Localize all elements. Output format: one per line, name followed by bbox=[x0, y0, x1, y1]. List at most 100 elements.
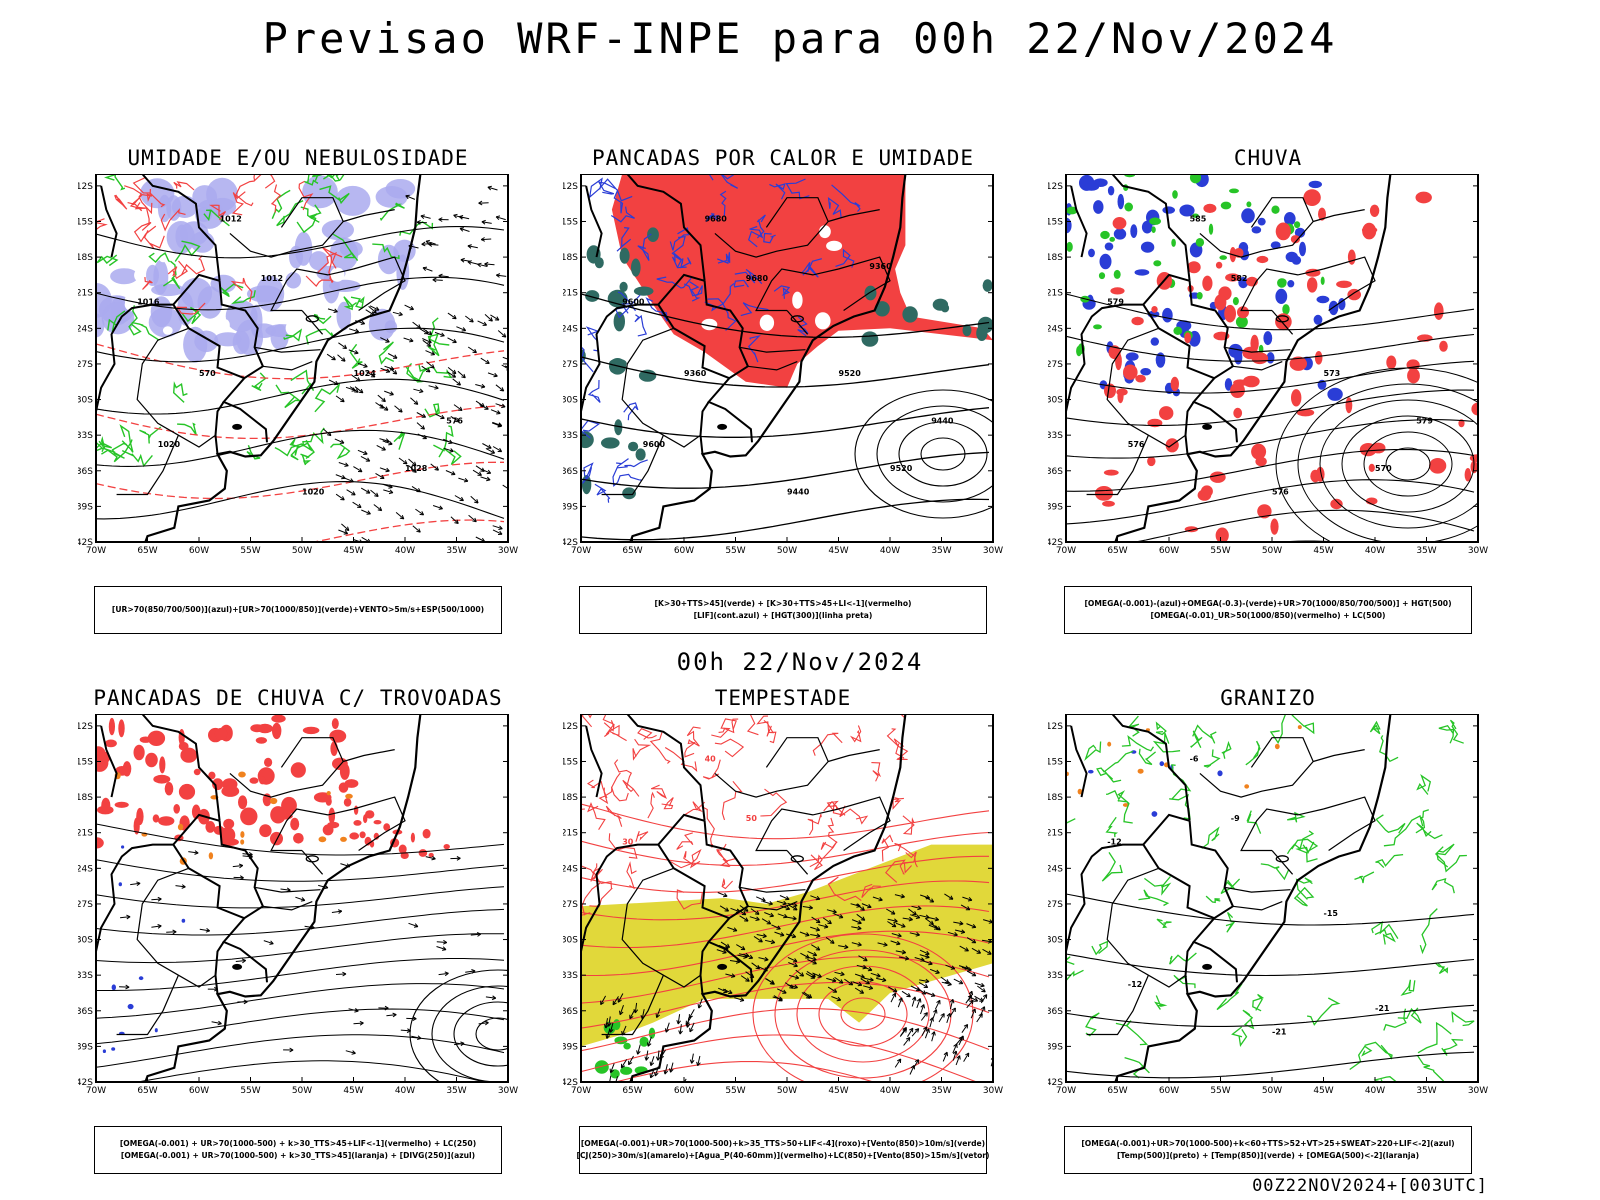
lat-tick-label: 27S bbox=[78, 900, 93, 910]
lon-tick-label: 40W bbox=[1365, 1086, 1385, 1096]
state-border bbox=[1086, 434, 1149, 496]
contour-label: 9520 bbox=[890, 464, 913, 473]
legend-box: [OMEGA(-0.001)+UR>70(1000-500)+k<60+TTS>… bbox=[1064, 1126, 1472, 1174]
state-border bbox=[1323, 256, 1376, 311]
reservoir-marker bbox=[305, 855, 319, 863]
panel-trovoadas: PANCADAS DE CHUVA C/ TROVOADAS 12S 15S 18S… bbox=[76, 686, 518, 1174]
country-border bbox=[581, 303, 659, 412]
geography-lines bbox=[1066, 174, 1392, 542]
state-border bbox=[714, 197, 829, 258]
lon-tick-label: 55W bbox=[725, 546, 745, 556]
lat-tick-label: 21S bbox=[78, 829, 93, 839]
contour-label: 9600 bbox=[643, 440, 666, 449]
lon-tick-label: 55W bbox=[725, 1086, 745, 1096]
state-border bbox=[270, 268, 354, 312]
lat-tick-label: 21S bbox=[78, 289, 93, 299]
lon-tick-label: 65W bbox=[1107, 1086, 1127, 1096]
state-border bbox=[1240, 268, 1324, 312]
rain-red-areas bbox=[1095, 189, 1478, 542]
lon-tick-label: 55W bbox=[240, 546, 260, 556]
contour-label: -9 bbox=[1231, 814, 1240, 823]
lon-tick-label: 65W bbox=[622, 546, 642, 556]
contour-label: 585 bbox=[1190, 215, 1207, 224]
panel-title: GRANIZO bbox=[1220, 686, 1316, 710]
lat-tick-label: 21S bbox=[1048, 829, 1063, 839]
lon-tick-label: 30W bbox=[983, 1086, 1003, 1096]
panel-pancadas-calor: PANCADAS POR CALOR E UMIDADE 9680 9680 960… bbox=[561, 146, 1003, 634]
lat-tick-label: 39S bbox=[563, 502, 578, 512]
country-border bbox=[1070, 725, 1088, 798]
contour-label: 1024 bbox=[354, 369, 377, 378]
lat-tick-label: 21S bbox=[563, 829, 578, 839]
map-umidade: 1012 1012 1016 1020 1024 1028 1020 576 570 12S 15S… bbox=[76, 173, 518, 574]
lon-tick-label: 35W bbox=[1416, 1086, 1436, 1096]
contour-label: 9600 bbox=[622, 298, 645, 307]
map-background bbox=[1066, 714, 1478, 1082]
country-border bbox=[218, 820, 268, 983]
contour-label: 576 bbox=[446, 416, 463, 425]
lon-tick-label: 50W bbox=[292, 1086, 312, 1096]
lat-tick-label: 18S bbox=[563, 793, 578, 803]
geography-lines bbox=[1066, 714, 1392, 1082]
state-border bbox=[1086, 974, 1149, 1036]
country-border bbox=[585, 185, 603, 258]
lon-tick-label: 30W bbox=[983, 546, 1003, 556]
state-border bbox=[136, 867, 216, 988]
reservoir-marker bbox=[790, 855, 804, 863]
state-border bbox=[254, 346, 321, 353]
contour-label: 573 bbox=[1324, 369, 1341, 378]
legend-line-2: [LIF](cont.azul) + [HGT(300)](linha pret… bbox=[693, 611, 873, 620]
lat-tick-label: 30S bbox=[1048, 936, 1063, 946]
contour-label: 9680 bbox=[746, 274, 769, 283]
state-border bbox=[262, 901, 313, 911]
geography-lines bbox=[581, 714, 907, 1082]
lon-tick-label: 45W bbox=[343, 546, 363, 556]
lat-tick-label: 15S bbox=[1048, 217, 1063, 227]
thunderstorm-red-coast bbox=[349, 805, 450, 859]
contour-label: 576 bbox=[1272, 488, 1289, 497]
contour-label: 1028 bbox=[405, 464, 428, 473]
reservoir-marker bbox=[1275, 855, 1289, 863]
lon-tick-label: 60W bbox=[674, 546, 694, 556]
wind-vectors-southeast bbox=[890, 990, 993, 1075]
contour-label: 1016 bbox=[137, 298, 160, 307]
thunderstorm-red-areas bbox=[96, 714, 359, 849]
contour-label: 1020 bbox=[158, 440, 181, 449]
lake-marker bbox=[1202, 963, 1213, 970]
state-border bbox=[747, 361, 798, 371]
lat-tick-label: 12S bbox=[563, 182, 578, 192]
state-border bbox=[1106, 327, 1186, 448]
temp500-contours bbox=[1066, 893, 1475, 1079]
state-border bbox=[343, 209, 395, 223]
legend-box: [OMEGA(-0.001) + UR>70(1000-500) + k>30_… bbox=[94, 1126, 502, 1174]
lat-tick-label: 30S bbox=[563, 396, 578, 406]
state-border bbox=[343, 749, 395, 763]
streamlines-850-red bbox=[581, 803, 990, 1082]
legend-line-2: [Temp(500)](preto) + [Temp(850)](verde) … bbox=[1116, 1151, 1420, 1160]
state-border bbox=[1323, 796, 1376, 851]
lon-tick-label: 70W bbox=[86, 1086, 106, 1096]
red-gaps bbox=[701, 225, 843, 331]
contour-label: 9680 bbox=[705, 215, 728, 224]
map-layers: 1012 1012 1016 1020 1024 1028 1020 576 570 bbox=[96, 174, 508, 542]
reservoir-marker bbox=[305, 315, 319, 323]
lat-tick-label: 12S bbox=[1048, 722, 1063, 732]
lon-tick-label: 65W bbox=[622, 1086, 642, 1096]
state-border bbox=[739, 346, 806, 353]
country-border bbox=[172, 273, 245, 380]
contour-label: 570 bbox=[199, 369, 216, 378]
country-border bbox=[1070, 185, 1088, 258]
coastline bbox=[629, 714, 907, 1082]
lat-tick-label: 12S bbox=[563, 722, 578, 732]
lat-tick-label: 36S bbox=[78, 1007, 93, 1017]
weather-map: 40 50 30 12S 15S 18S 21S 24S 27S 30S 33S 36S 39S 42S7… bbox=[561, 713, 1003, 1096]
country-border bbox=[100, 185, 118, 258]
country-border bbox=[214, 941, 225, 995]
lat-tick-label: 30S bbox=[78, 936, 93, 946]
contour-label: -12 bbox=[1107, 838, 1121, 847]
lat-tick-label: 24S bbox=[1048, 324, 1063, 334]
wind-vectors-north bbox=[405, 185, 507, 283]
run-timestamp: 00Z22NOV2024+[003UTC] bbox=[1252, 1176, 1488, 1196]
